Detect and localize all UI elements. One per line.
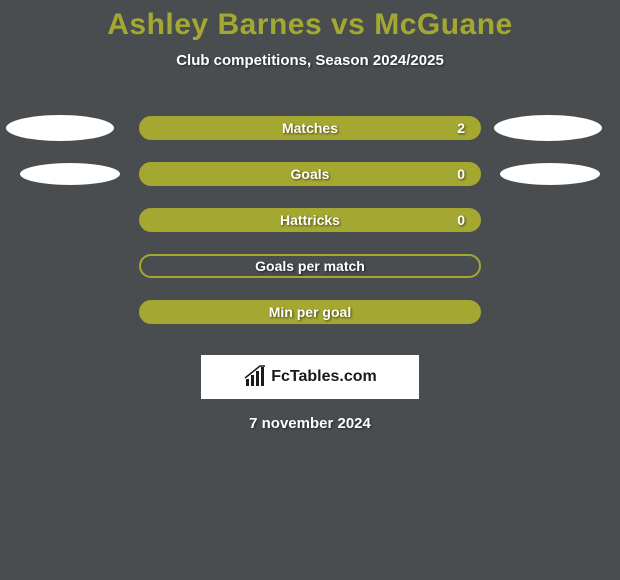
left-marker-ellipse	[6, 115, 114, 141]
logo-container: FcTables.com	[201, 355, 419, 399]
logo-content: FcTables.com	[243, 365, 377, 389]
footer-date: 7 november 2024	[0, 415, 620, 432]
stat-row-hattricks: Hattricks 0	[0, 197, 620, 243]
stat-row-matches: Matches 2	[0, 105, 620, 151]
logo-text: FcTables.com	[271, 368, 377, 386]
stat-label: Goals per match	[255, 258, 365, 274]
stat-row-goals: Goals 0	[0, 151, 620, 197]
stat-label: Min per goal	[269, 304, 351, 320]
stat-label: Goals	[291, 166, 330, 182]
stat-value: 0	[457, 166, 465, 182]
stats-container: Matches 2 Goals 0 Hattricks 0 Goals per …	[0, 105, 620, 335]
stat-bar: Min per goal	[139, 300, 481, 324]
right-marker-ellipse	[500, 163, 600, 185]
stat-bar: Goals per match	[139, 254, 481, 278]
stat-label: Matches	[282, 120, 338, 136]
left-marker-ellipse	[20, 163, 120, 185]
page-subtitle: Club competitions, Season 2024/2025	[0, 52, 620, 69]
stat-bar: Hattricks 0	[139, 208, 481, 232]
stat-bar: Matches 2	[139, 116, 481, 140]
right-marker-ellipse	[494, 115, 602, 141]
stat-value: 0	[457, 212, 465, 228]
comparison-card: Ashley Barnes vs McGuane Club competitio…	[0, 0, 620, 432]
stat-row-goals-per-match: Goals per match	[0, 243, 620, 289]
stat-label: Hattricks	[280, 212, 340, 228]
page-title: Ashley Barnes vs McGuane	[0, 8, 620, 42]
stat-row-min-per-goal: Min per goal	[0, 289, 620, 335]
stat-bar: Goals 0	[139, 162, 481, 186]
chart-icon	[243, 365, 267, 389]
stat-value: 2	[457, 120, 465, 136]
